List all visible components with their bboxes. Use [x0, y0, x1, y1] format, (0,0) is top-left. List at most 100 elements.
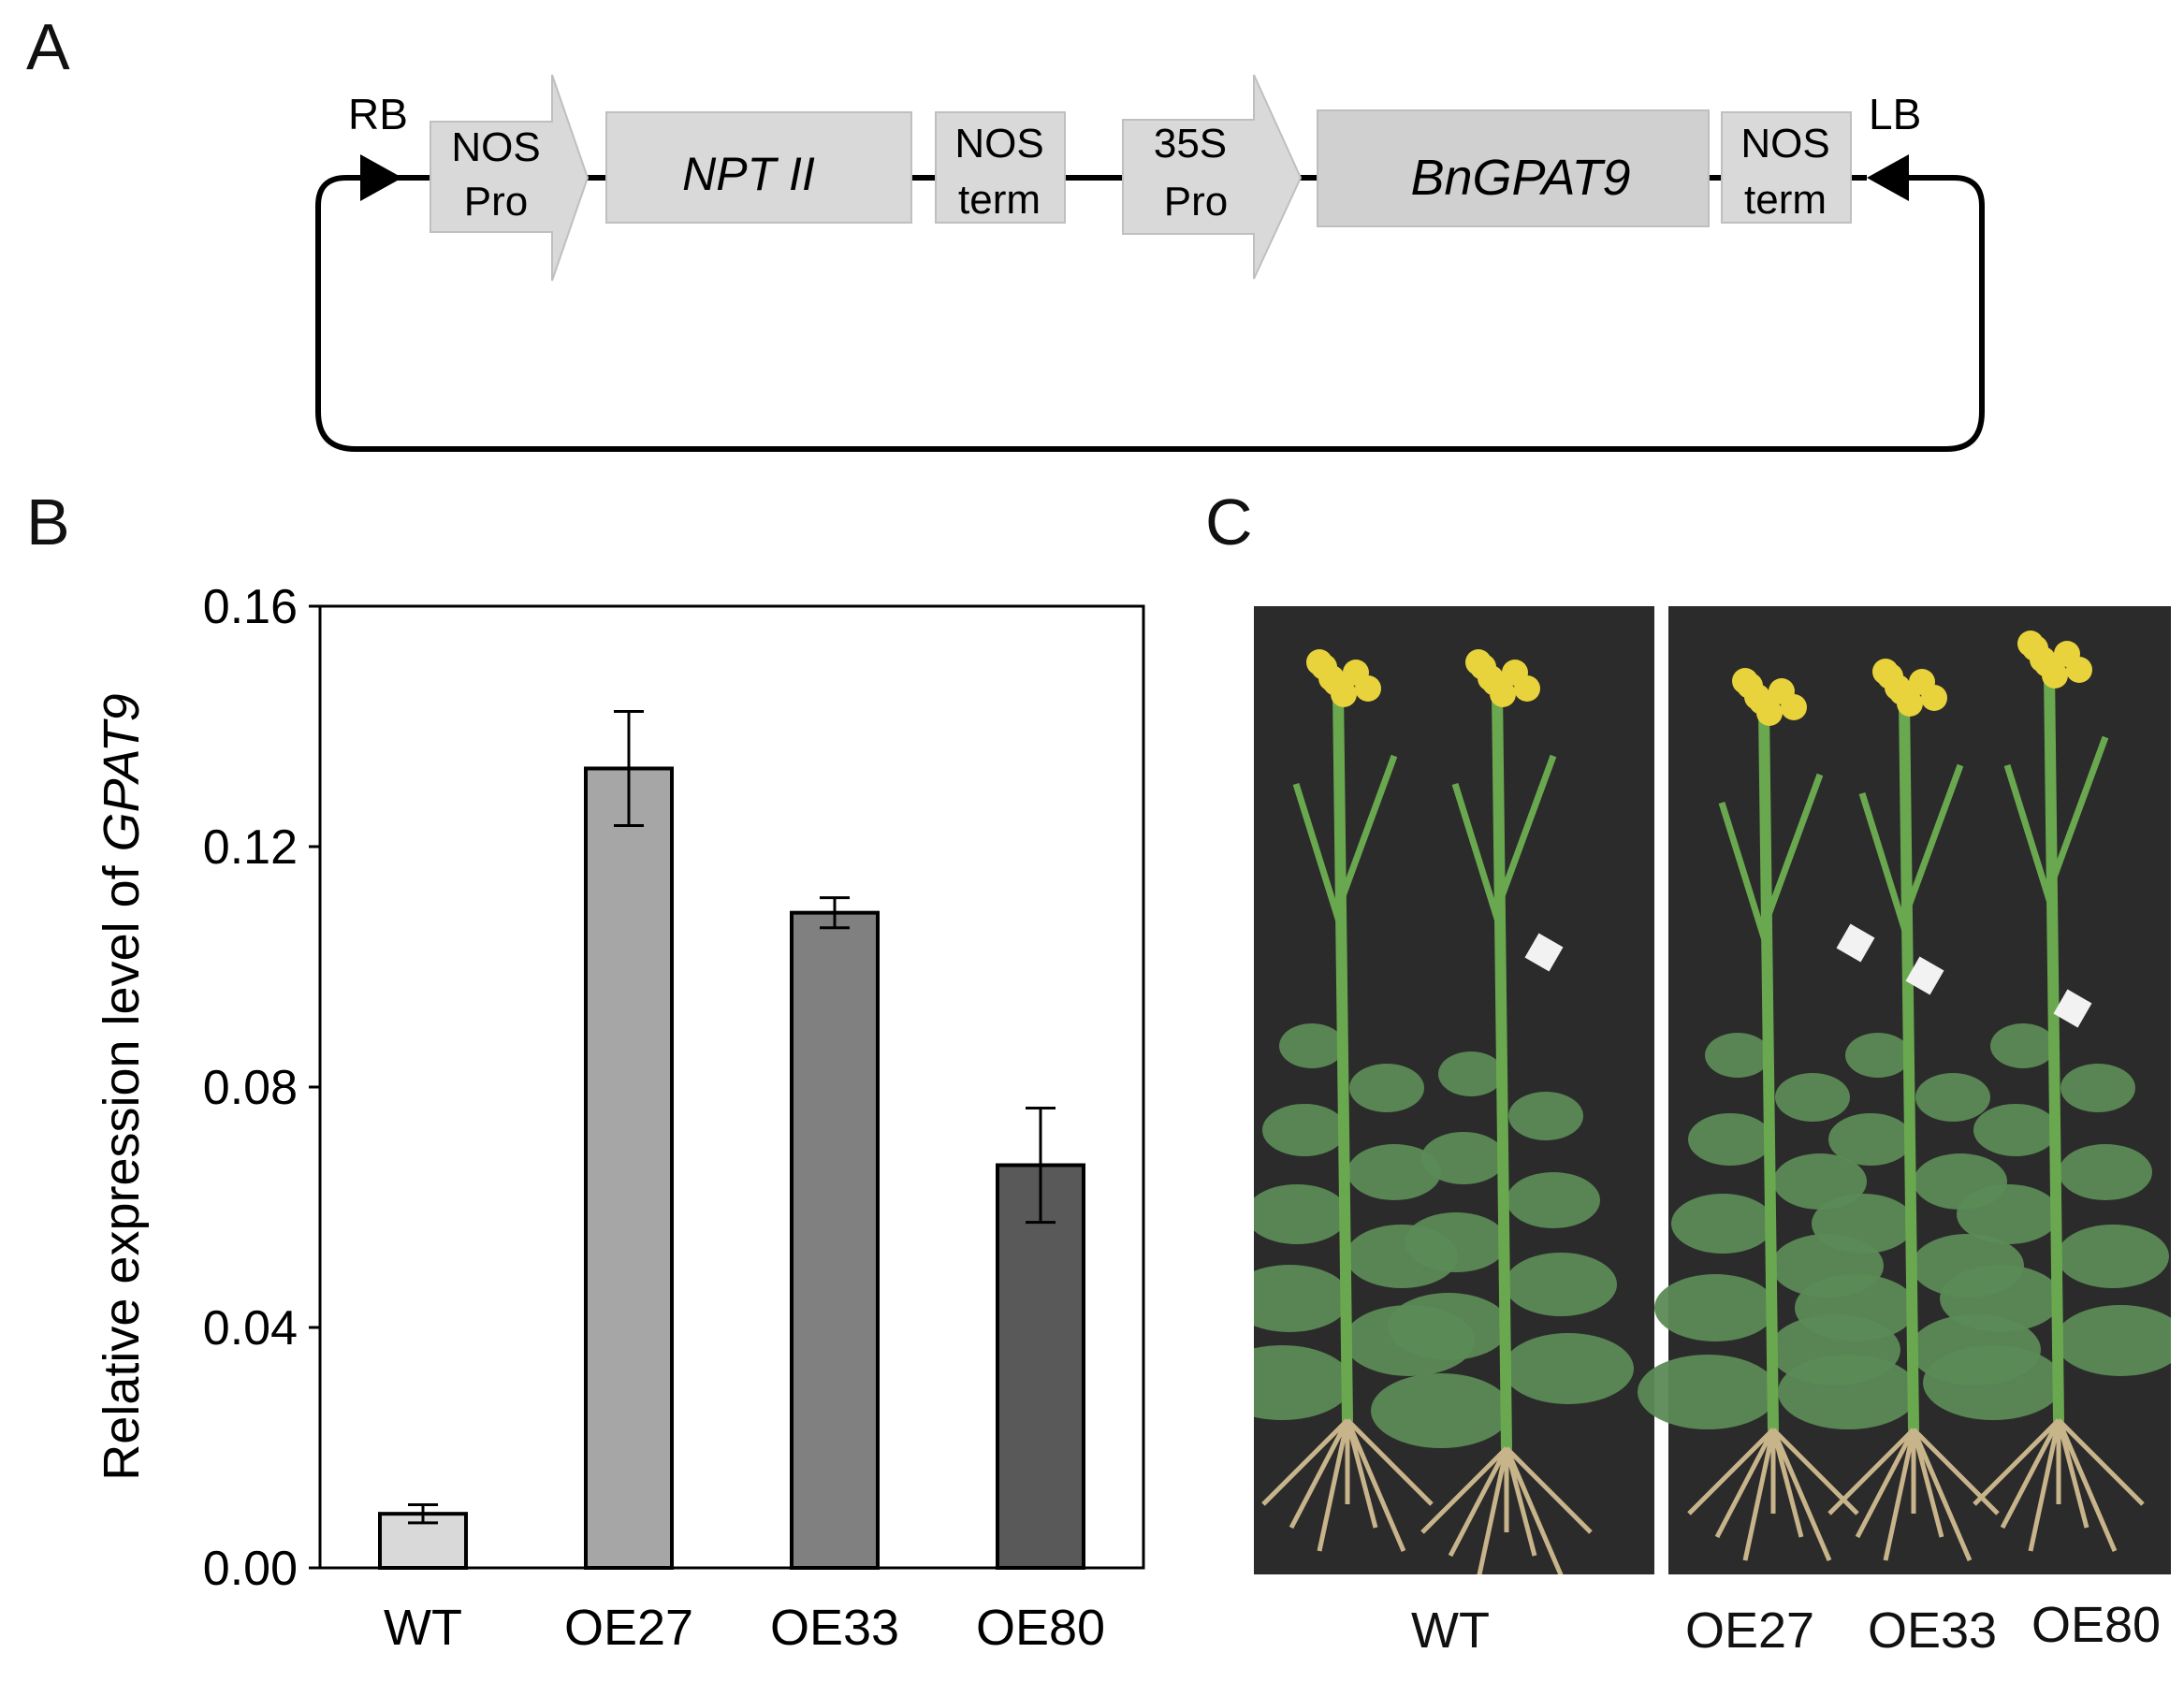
npt2-box [605, 111, 912, 224]
plant-leaf [1688, 1113, 1772, 1166]
35s-pro-line1: 35S [1154, 121, 1227, 167]
plant-leaf [1349, 1064, 1424, 1112]
plant-leaf [1845, 1033, 1911, 1078]
plant-root [1346, 1418, 1434, 1506]
plant-leaf [1705, 1033, 1770, 1078]
y-tick-label: 0.04 [203, 1301, 298, 1356]
plant-flower [1482, 670, 1508, 696]
plant-root [1261, 1418, 1349, 1506]
plant-leaf [1990, 1023, 2056, 1068]
plant-leaf [1347, 1144, 1441, 1200]
plant-flower [1514, 675, 1540, 702]
plant-leaf [1773, 1153, 1867, 1210]
plant-tag [1836, 923, 1875, 963]
plant-branch [2050, 735, 2109, 879]
plant-root [1420, 1446, 1508, 1534]
plant-root [1911, 1428, 1973, 1561]
plant-leaf [2055, 1305, 2171, 1376]
plant-leaf [1940, 1265, 2061, 1332]
plant-leaf [1405, 1212, 1507, 1272]
nos-pro-line2: Pro [464, 179, 528, 225]
y-tick-label: 0.00 [203, 1542, 298, 1596]
plant-leaf [1915, 1073, 1990, 1122]
plant-leaf [1778, 1355, 1918, 1429]
plant-root [2056, 1419, 2118, 1552]
plant-branch [1292, 782, 1347, 935]
35s-pro-arrow [1122, 74, 1303, 280]
plant-root [1504, 1447, 1564, 1574]
panel-c-label: C [1205, 486, 1253, 558]
nos-term-1-line2: term [958, 177, 1041, 223]
photo-label-wt: WT [1411, 1602, 1490, 1659]
plant-leaf [1638, 1355, 1778, 1429]
panel-b-label: B [26, 486, 70, 558]
plant-root [1504, 1447, 1537, 1557]
plant-flower [2034, 651, 2060, 677]
y-tick-label: 0.08 [203, 1061, 298, 1115]
photo-label-oe80: OE80 [2031, 1597, 2162, 1653]
nos-pro-line1: NOS [451, 124, 540, 170]
plant-branch [2003, 763, 2058, 917]
plant-branch [1339, 754, 1398, 898]
plant-photo [1254, 606, 2171, 1574]
plant-branch [1905, 763, 1964, 907]
plant-branch [1451, 782, 1506, 935]
plant-tag [2053, 989, 2092, 1028]
plant-leaf [1262, 1104, 1347, 1156]
plant-root [1770, 1428, 1832, 1561]
plant-tag [1524, 933, 1564, 972]
plant-root [2028, 1419, 2061, 1552]
plant-leaf [1775, 1073, 1850, 1122]
plant-flower [1921, 685, 1947, 711]
y-tick-label: 0.16 [203, 580, 298, 634]
plant-leaf [1254, 1265, 1350, 1332]
plant-leaf [1508, 1092, 1583, 1140]
plant-root [1345, 1419, 1406, 1552]
plant-root [1687, 1428, 1775, 1515]
plant-root [1912, 1428, 2000, 1515]
plant-leaf [1254, 1184, 1348, 1244]
bngpat9-box [1317, 109, 1710, 227]
plant-leaf [1957, 1184, 2060, 1244]
plant-root [2000, 1418, 2061, 1530]
plant-root [2056, 1419, 2089, 1529]
photo-label-oe27: OE27 [1684, 1602, 1815, 1659]
plant-root [1505, 1446, 1593, 1534]
lb-arrowhead [1867, 154, 1909, 201]
plant-branch [1718, 801, 1772, 954]
plant-branch [1858, 791, 1913, 945]
rb-arrowhead [360, 154, 402, 201]
plant-flower [1323, 670, 1349, 696]
plant-leaf [1671, 1194, 1774, 1254]
plant-root [1770, 1428, 1804, 1538]
plant-root [1827, 1428, 1915, 1515]
plant-leaf [1507, 1172, 1600, 1228]
plant-leaf [1371, 1373, 1511, 1448]
35s-pro-line2: Pro [1164, 179, 1228, 225]
plant-root [1742, 1428, 1776, 1561]
construct-diagram: RB LB NOS Pro NPT II NOS term 35S Pro Bn… [315, 74, 1985, 452]
plant-stem [1758, 703, 1779, 1435]
plant-leaf [2059, 1144, 2152, 1200]
x-tick-label-oe33: OE33 [770, 1600, 899, 1656]
plant-stem [1492, 685, 1512, 1454]
plant-root [1855, 1428, 1916, 1539]
nos-term-1-line1: NOS [954, 121, 1043, 167]
plant-leaf [1421, 1132, 1506, 1184]
x-tick-label-wt: WT [384, 1600, 462, 1656]
plant-root [1973, 1418, 2060, 1506]
plant-stem [2044, 666, 2064, 1426]
rb-label: RB [348, 90, 408, 138]
plant-leaf [1254, 1345, 1352, 1420]
plant-root [1714, 1428, 1776, 1539]
plant-root [1477, 1447, 1509, 1574]
x-tick-label-oe80: OE80 [976, 1600, 1105, 1656]
plant-leaf [1503, 1333, 1634, 1404]
plant-leaf [2057, 1225, 2169, 1288]
plant-root [1448, 1446, 1509, 1558]
plant-branch [1498, 754, 1557, 898]
panel-a-label: A [26, 10, 70, 83]
plant-tag [1905, 956, 1944, 995]
plant-leaf [1795, 1274, 1916, 1341]
nos-term-2-line1: NOS [1740, 121, 1829, 167]
